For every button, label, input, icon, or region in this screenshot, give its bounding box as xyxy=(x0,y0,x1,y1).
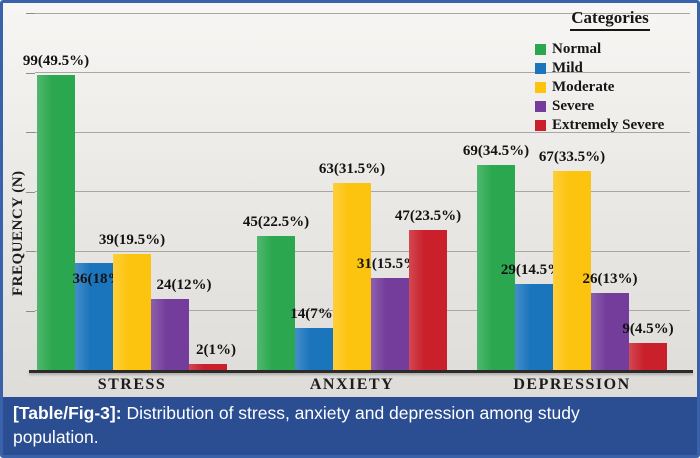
legend-item-mild: Mild xyxy=(535,59,685,78)
bar-value-label-depression-moderate: 67(33.5%) xyxy=(538,149,606,165)
category-label-stress: STRESS xyxy=(97,376,167,393)
bar-depression-extremely-severe xyxy=(629,343,667,370)
bar-depression-normal xyxy=(477,165,515,370)
bar-stress-mild xyxy=(75,263,113,370)
category-label-anxiety: ANXIETY xyxy=(309,376,395,393)
y-axis-label: FREQUENCY (N) xyxy=(10,170,26,296)
bar-value-label-depression-mild: 29(14.5%) xyxy=(500,262,568,278)
legend-label-extremely-severe: Extremely Severe xyxy=(552,117,665,133)
bar-anxiety-extremely-severe xyxy=(409,230,447,370)
legend-item-extremely-severe: Extremely Severe xyxy=(535,116,685,135)
bar-depression-moderate xyxy=(553,171,591,370)
legend-title: Categories xyxy=(535,8,685,31)
y-tick-100 xyxy=(26,72,35,74)
bar-value-label-stress-normal: 99(49.5%) xyxy=(22,53,90,69)
caption-label: [Table/Fig-3]: xyxy=(13,403,122,423)
bar-value-label-anxiety-mild: 14(7%) xyxy=(290,306,338,322)
bar-stress-moderate xyxy=(113,254,151,370)
y-tick-80 xyxy=(26,132,35,133)
legend-swatch-normal-icon xyxy=(535,44,546,55)
legend-swatch-severe-icon xyxy=(535,101,546,112)
bar-value-label-stress-severe: 24(12%) xyxy=(156,277,212,293)
bar-stress-extremely-severe xyxy=(189,364,227,370)
bar-value-label-depression-severe: 26(13%) xyxy=(582,271,638,287)
x-axis-line xyxy=(29,370,693,373)
y-tick-20 xyxy=(26,310,35,312)
bar-value-label-depression-normal: 69(34.5%) xyxy=(462,143,530,159)
legend-items: Normal Mild Moderate Severe Extremely Se… xyxy=(535,40,685,135)
legend-label-normal: Normal xyxy=(552,41,602,57)
bar-value-label-stress-extremely-severe: 2(1%) xyxy=(196,342,236,358)
bar-value-label-anxiety-normal: 45(22.5%) xyxy=(242,214,310,230)
legend-label-mild: Mild xyxy=(552,60,583,76)
legend: Categories Normal Mild Moderate Severe xyxy=(535,8,685,135)
gridline-80 xyxy=(35,131,690,133)
bar-anxiety-mild xyxy=(295,328,333,370)
bar-anxiety-severe xyxy=(371,278,409,370)
legend-swatch-moderate-icon xyxy=(535,82,546,93)
legend-item-severe: Severe xyxy=(535,97,685,116)
bar-stress-severe xyxy=(151,299,189,370)
bar-value-label-anxiety-extremely-severe: 47(23.5%) xyxy=(394,208,462,224)
bar-depression-severe xyxy=(591,293,629,370)
bar-stress-normal xyxy=(37,75,75,370)
chart: FREQUENCY (N) 99(49.5%) 45(22.5%) 69(34.5%… xyxy=(3,3,697,397)
bar-anxiety-normal xyxy=(257,236,295,370)
figure-caption: [Table/Fig-3]: Distribution of stress, a… xyxy=(3,397,697,455)
x-axis-labels: STRESS ANXIETY DEPRESSION xyxy=(3,376,697,398)
y-tick-60 xyxy=(26,191,35,193)
bar-depression-mild xyxy=(515,284,553,370)
bar-value-label-anxiety-severe: 31(15.5%) xyxy=(356,256,424,272)
legend-item-moderate: Moderate xyxy=(535,78,685,97)
legend-item-normal: Normal xyxy=(535,40,685,59)
y-tick-120 xyxy=(26,13,35,14)
legend-swatch-mild-icon xyxy=(535,63,546,74)
category-label-depression: DEPRESSION xyxy=(513,376,631,393)
bar-value-label-anxiety-moderate: 63(31.5%) xyxy=(318,161,386,177)
bar-anxiety-moderate xyxy=(333,183,371,370)
caption-text: Distribution of stress, anxiety and depr… xyxy=(13,403,580,447)
gridline-120 xyxy=(35,12,690,14)
gridline-100 xyxy=(35,72,690,73)
legend-label-severe: Severe xyxy=(552,98,595,114)
bar-value-label-depression-extremely-severe: 9(4.5%) xyxy=(622,321,674,337)
plot-area: 99(49.5%) 45(22.5%) 69(34.5%) 36(18%) 14(7%)… xyxy=(23,12,690,370)
legend-label-moderate: Moderate xyxy=(552,79,615,95)
bar-value-label-stress-moderate: 39(19.5%) xyxy=(98,232,166,248)
y-tick-40 xyxy=(26,251,35,252)
legend-title-text: Categories xyxy=(570,8,650,31)
legend-swatch-extremely-severe-icon xyxy=(535,120,546,131)
